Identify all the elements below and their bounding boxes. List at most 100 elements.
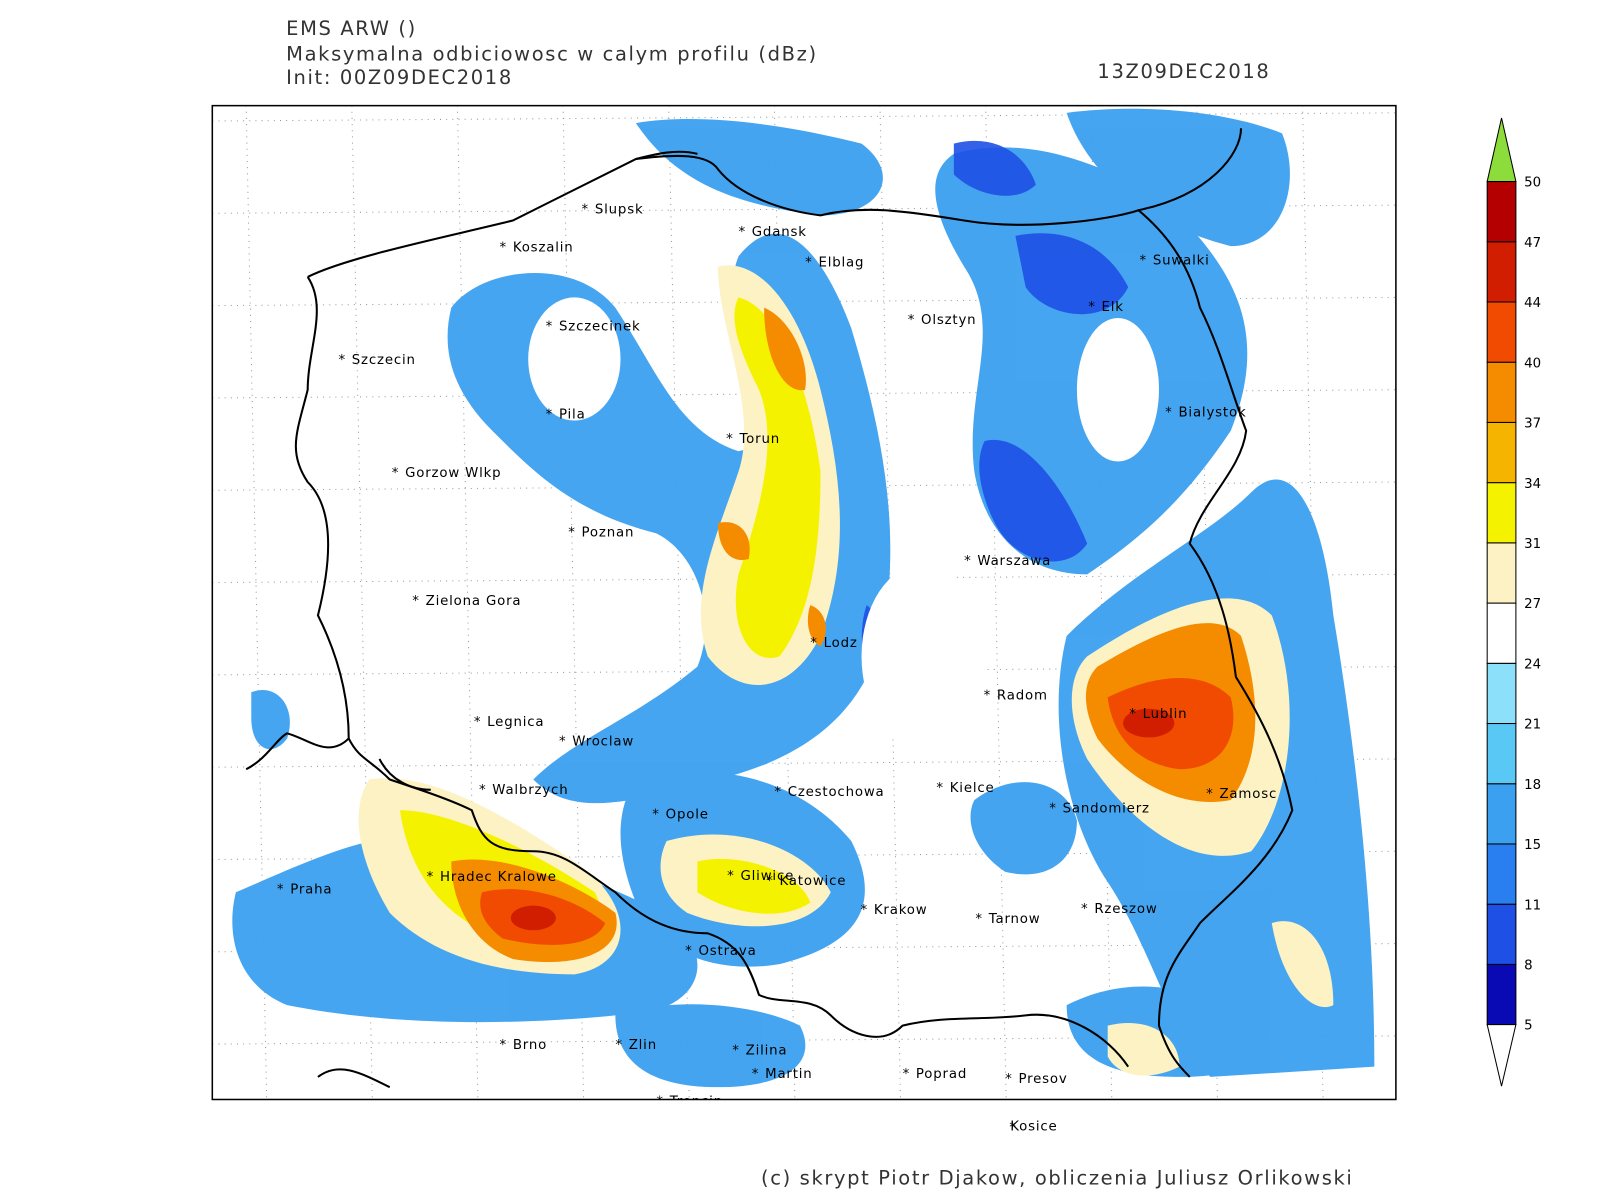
city-marker: * (1206, 787, 1214, 802)
city-marker: * (908, 313, 916, 328)
city-label: Katowice (779, 874, 846, 889)
city-marker: * (726, 432, 734, 447)
city-label: Rzeszow (1094, 902, 1157, 917)
city-marker: * (559, 735, 567, 750)
city-label: Radom (997, 688, 1048, 703)
city-label: Kielce (950, 781, 995, 796)
city-label: Tarnow (988, 912, 1041, 927)
city-marker: * (568, 525, 576, 540)
colorbar-box (1486, 903, 1517, 965)
city-marker: * (546, 407, 554, 422)
colorbar-box (1486, 723, 1517, 785)
city-marker: * (810, 636, 818, 651)
city-label: Gdansk (752, 225, 807, 240)
colorbar-label: 47 (1524, 236, 1541, 251)
city-label: Ostrava (698, 944, 756, 959)
city-marker: * (615, 1038, 623, 1053)
city-label: Hradec Kralowe (440, 870, 557, 885)
borders (245, 128, 1294, 1089)
colorbar-over-arrow (1486, 117, 1517, 183)
graticule-line (212, 389, 1396, 399)
colorbar-label: 24 (1524, 657, 1541, 672)
colorbar-box (1486, 963, 1517, 1026)
colorbar-box (1486, 662, 1517, 725)
city-label: Sandomierz (1063, 801, 1150, 816)
city-label: Gorzow Wlkp (405, 466, 501, 481)
city-marker: * (479, 783, 487, 798)
colorbar-box (1486, 181, 1517, 243)
city-marker: * (752, 1067, 760, 1082)
city-layer: * Slupsk * Koszalin * Gdansk * Elblag * Szczecine… (277, 202, 1277, 1110)
colorbar-label: 31 (1524, 537, 1541, 552)
city-label: Brno (513, 1038, 547, 1053)
colorbar-box (1486, 482, 1517, 544)
colorbar-label: 44 (1524, 296, 1541, 311)
city-marker: * (774, 785, 782, 800)
city-marker: * (656, 1095, 664, 1110)
init-time: Init: 00Z09DEC2018 (286, 66, 513, 89)
colorbar-label: 34 (1524, 477, 1541, 492)
city-label: Kosice (1010, 1119, 1057, 1134)
city-label: Pila (559, 407, 586, 422)
colorbar-label: 15 (1524, 838, 1541, 853)
city-marker: * (338, 353, 346, 368)
city-label: Zamosc (1219, 787, 1277, 802)
colorbar-box (1486, 361, 1517, 423)
map-area: * Slupsk * Koszalin * Gdansk * Elblag * Szczecine… (212, 105, 1396, 1110)
colorbar-label: 5 (1524, 1019, 1532, 1034)
city-marker: * (1009, 1120, 1017, 1135)
city-marker: * (1129, 707, 1137, 722)
city-marker: * (412, 594, 420, 609)
graticule-line (212, 204, 1396, 214)
city-label: Poznan (582, 525, 635, 540)
city-label: Szczecinek (559, 319, 641, 334)
colorbar-label: 11 (1524, 898, 1541, 913)
city-label: Zielona Gora (426, 594, 522, 609)
city-label: Warszawa (977, 554, 1051, 569)
colorbar-label: 21 (1524, 718, 1541, 733)
graticule-line (212, 758, 1396, 768)
colorbar-box (1486, 241, 1517, 303)
graticule-line (212, 666, 1396, 676)
city-label: Szczecin (352, 353, 416, 368)
city-marker: * (685, 944, 693, 959)
city-marker: * (582, 202, 590, 217)
city-label: Elk (1102, 300, 1124, 315)
city-label: Torun (738, 432, 780, 447)
city-label: Wroclaw (572, 735, 634, 750)
city-label: Slupsk (595, 202, 644, 217)
city-marker: * (1088, 300, 1096, 315)
colorbar-box (1486, 602, 1517, 664)
city-marker: * (805, 256, 813, 271)
city-label: Krakow (874, 903, 928, 918)
city-marker: * (1005, 1072, 1013, 1087)
city-marker: * (652, 807, 660, 822)
colorbar-label: 8 (1524, 959, 1532, 974)
city-label: Gliwice (741, 869, 795, 884)
colorbar-label: 27 (1524, 597, 1541, 612)
city-marker: * (277, 882, 285, 897)
colorbar-box (1486, 421, 1517, 484)
city-label: Praha (290, 882, 332, 897)
city-label: Bialystok (1178, 405, 1246, 420)
city-label: Poprad (916, 1067, 967, 1082)
credits: (c) skrypt Piotr Djakow, obliczenia Juli… (761, 1167, 1353, 1190)
colorbar-box (1486, 783, 1517, 845)
map-frame (211, 104, 1397, 1101)
city-marker: * (964, 554, 972, 569)
city-marker: * (474, 715, 482, 730)
city-marker: * (392, 466, 400, 481)
city-marker: * (732, 1043, 740, 1058)
graticule-line (212, 573, 1396, 584)
city-marker: * (984, 688, 992, 703)
graticule-line (212, 112, 1396, 122)
colorbar-box (1486, 843, 1517, 905)
city-marker: * (766, 874, 774, 889)
city-marker: * (1139, 254, 1147, 269)
city-marker: * (1081, 902, 1089, 917)
city-marker: * (1165, 405, 1173, 420)
city-marker: * (546, 319, 554, 334)
city-label: Lodz (824, 636, 858, 651)
city-label: Opole (666, 807, 709, 822)
